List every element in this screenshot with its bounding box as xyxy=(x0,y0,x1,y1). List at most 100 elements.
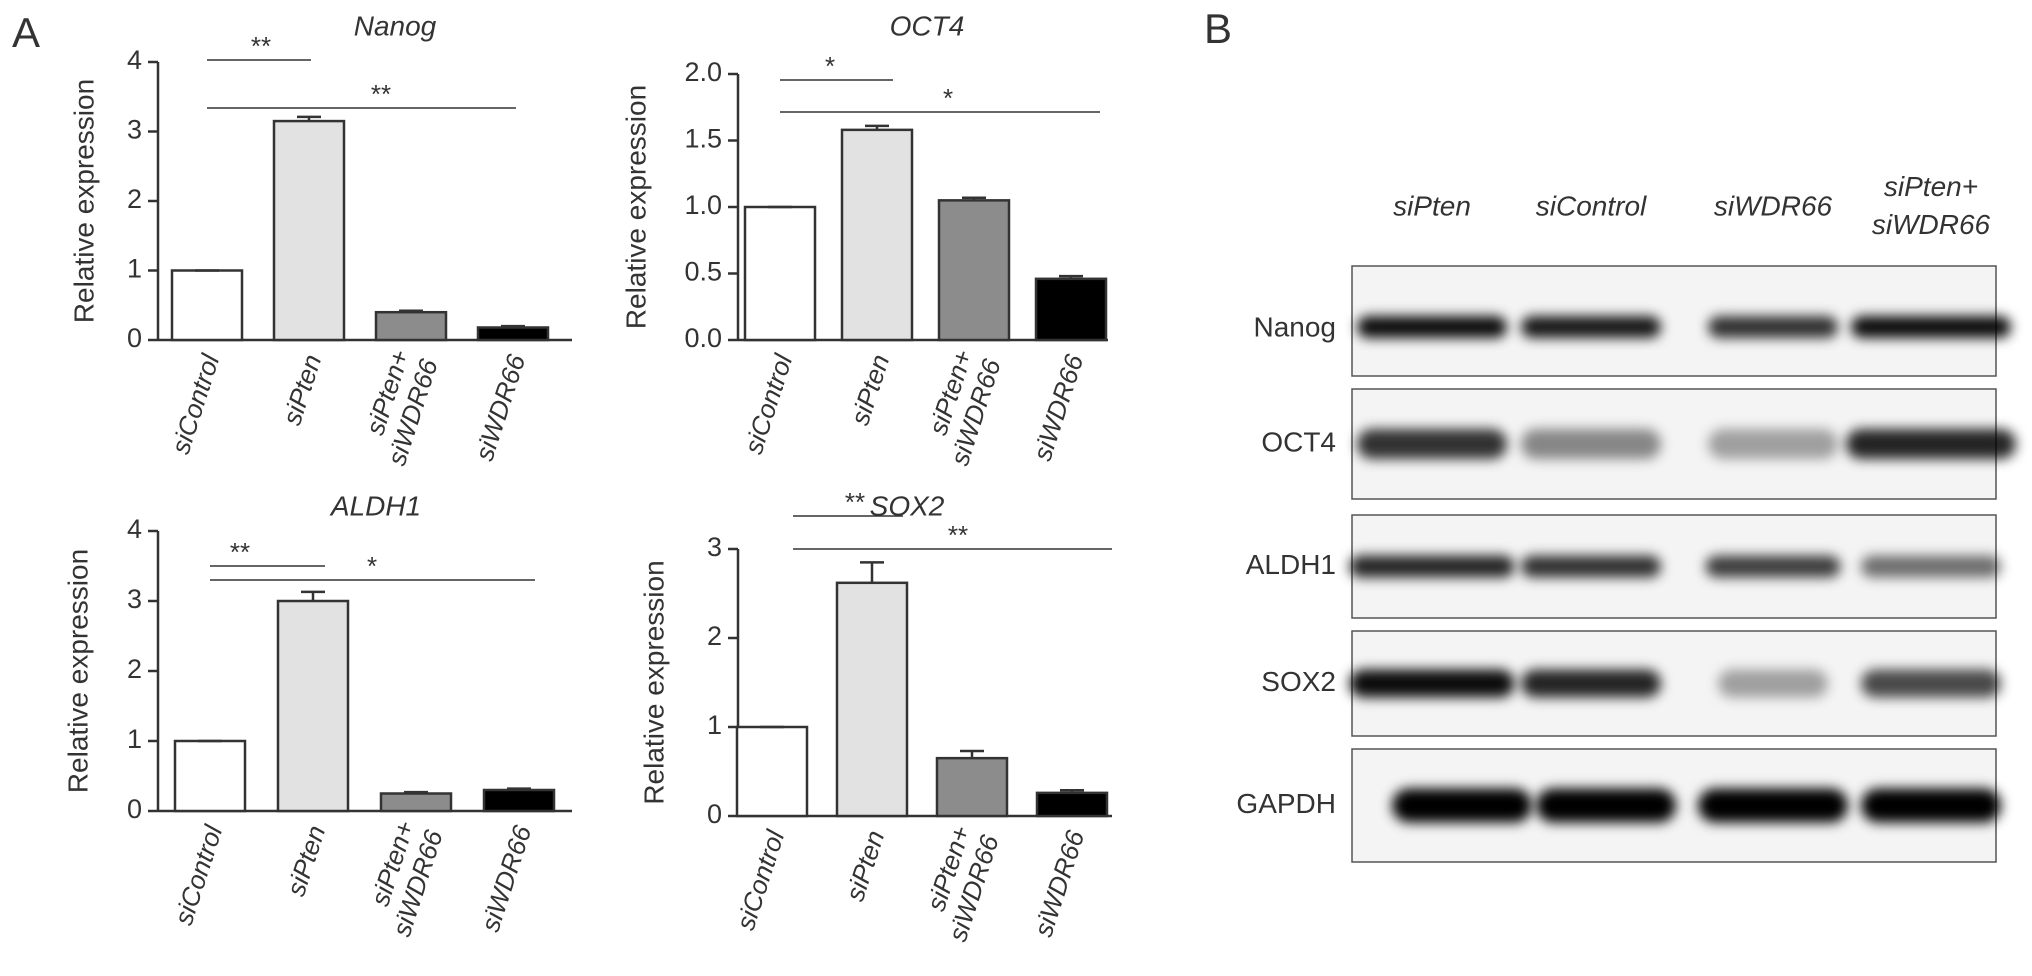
significance-label: ** xyxy=(948,520,968,550)
error-bar xyxy=(962,196,986,201)
significance-label: ** xyxy=(230,537,250,567)
blot-band xyxy=(1521,555,1661,578)
bar xyxy=(476,326,550,342)
panel-label: B xyxy=(1204,5,1232,52)
bar-chart: ALDH1 Relative expression 0 1 2 3 4 siControl si… xyxy=(62,490,572,940)
significance-label: * xyxy=(367,551,377,581)
bar xyxy=(482,788,556,813)
x-tick-label: siWDR66 xyxy=(1028,826,1091,940)
chart-title: Nanog xyxy=(354,10,437,41)
bar xyxy=(1035,791,1109,818)
y-axis-label: Relative expression xyxy=(638,560,669,804)
y-tick-label: 1 xyxy=(707,710,722,740)
x-tick-label: siPten xyxy=(276,351,327,429)
blot-band xyxy=(1536,788,1676,823)
error-bar xyxy=(399,309,423,313)
bar-chart: OCT4 Relative expression 0.0 0.5 1.0 1.5 2.0 si… xyxy=(620,10,1108,469)
x-tick-label: siControl xyxy=(730,826,791,934)
error-bar xyxy=(960,749,984,759)
x-tick-label: siPten xyxy=(280,822,331,900)
y-tick-label: 1 xyxy=(127,254,142,284)
blot-band xyxy=(1521,429,1661,459)
blot-row-label: GAPDH xyxy=(1236,788,1336,819)
y-tick-label: 2 xyxy=(127,184,142,214)
chart-title: OCT4 xyxy=(890,10,965,41)
lane-label: siPten xyxy=(1393,190,1471,221)
y-tick-label: 0 xyxy=(127,323,142,353)
x-tick-label: siPten xyxy=(839,827,890,905)
y-tick-label: 1.0 xyxy=(684,190,722,220)
error-bar xyxy=(501,324,525,328)
y-tick-label: 0.0 xyxy=(684,323,722,353)
chart-title: ALDH1 xyxy=(329,490,421,521)
lane-label: siWDR66 xyxy=(1714,190,1833,221)
x-tick-label: siPten+siWDR66 xyxy=(914,822,1005,945)
y-axis-label: Relative expression xyxy=(68,79,99,323)
y-axis-label: Relative expression xyxy=(620,85,651,329)
y-tick-label: 0 xyxy=(707,799,722,829)
blot-band xyxy=(1708,316,1838,338)
bar xyxy=(1034,277,1108,342)
y-tick-label: 1.5 xyxy=(684,124,722,154)
bar xyxy=(743,205,817,342)
blot-band xyxy=(1521,669,1661,698)
y-tick-label: 1 xyxy=(127,724,142,754)
y-tick-label: 2 xyxy=(707,621,722,651)
error-bar xyxy=(865,124,889,130)
significance-label: ** xyxy=(251,31,271,61)
blot-band xyxy=(1846,429,2016,459)
bar xyxy=(272,119,346,342)
x-tick-label: siControl xyxy=(168,821,229,929)
significance-label: * xyxy=(825,51,835,81)
bar-chart: Nanog Relative expression 0 1 2 3 4 siControl si… xyxy=(68,10,572,469)
lane-label: siPten+ siWDR66 xyxy=(1872,171,1991,240)
blot-row-label: SOX2 xyxy=(1261,666,1336,697)
blot-band xyxy=(1357,316,1507,338)
error-bar xyxy=(1060,788,1084,793)
bar xyxy=(840,128,914,342)
blot-band xyxy=(1851,316,2011,338)
y-tick-label: 3 xyxy=(127,115,142,145)
bar xyxy=(735,725,809,818)
bar xyxy=(937,199,1011,342)
blot-band xyxy=(1705,555,1841,578)
error-bar xyxy=(860,561,884,583)
x-tick-label: siPten+siWDR66 xyxy=(353,346,444,469)
x-tick-label: siWDR66 xyxy=(469,350,532,464)
bar xyxy=(374,310,448,342)
blot-band xyxy=(1357,429,1507,459)
blot-band xyxy=(1349,669,1515,698)
blot-band xyxy=(1861,788,2001,823)
y-tick-label: 2 xyxy=(127,654,142,684)
western-blot: siPten siControl siWDR66 siPten+ siWDR66 Nano… xyxy=(1236,171,2016,863)
blot-band xyxy=(1708,429,1838,459)
y-axis-label: Relative expression xyxy=(62,549,93,793)
panel-label: A xyxy=(12,9,40,56)
x-tick-label: siPten+siWDR66 xyxy=(358,817,449,940)
x-tick-label: siWDR66 xyxy=(475,821,538,935)
blot-row-label: OCT4 xyxy=(1261,426,1336,457)
blot-band xyxy=(1349,555,1515,578)
y-tick-label: 0.5 xyxy=(684,257,722,287)
bar xyxy=(170,269,244,342)
y-tick-label: 2.0 xyxy=(684,57,722,87)
y-tick-label: 0 xyxy=(127,794,142,824)
blot-band xyxy=(1521,316,1661,338)
x-tick-label: siPten xyxy=(844,351,895,429)
blot-band xyxy=(1861,669,2001,698)
lane-label: siControl xyxy=(1536,190,1647,221)
bar xyxy=(379,792,453,813)
error-bar xyxy=(1059,274,1083,279)
x-tick-label: siControl xyxy=(165,350,226,458)
blot-band xyxy=(1698,788,1848,823)
blot-row-label: ALDH1 xyxy=(1246,549,1336,580)
blot-row-label: Nanog xyxy=(1253,311,1336,342)
x-tick-label: siWDR66 xyxy=(1027,350,1090,464)
y-tick-label: 3 xyxy=(127,584,142,614)
y-tick-label: 3 xyxy=(707,532,722,562)
y-tick-label: 4 xyxy=(127,514,142,544)
significance-label: * xyxy=(943,83,953,113)
error-bar xyxy=(507,787,531,790)
bar xyxy=(835,581,909,818)
